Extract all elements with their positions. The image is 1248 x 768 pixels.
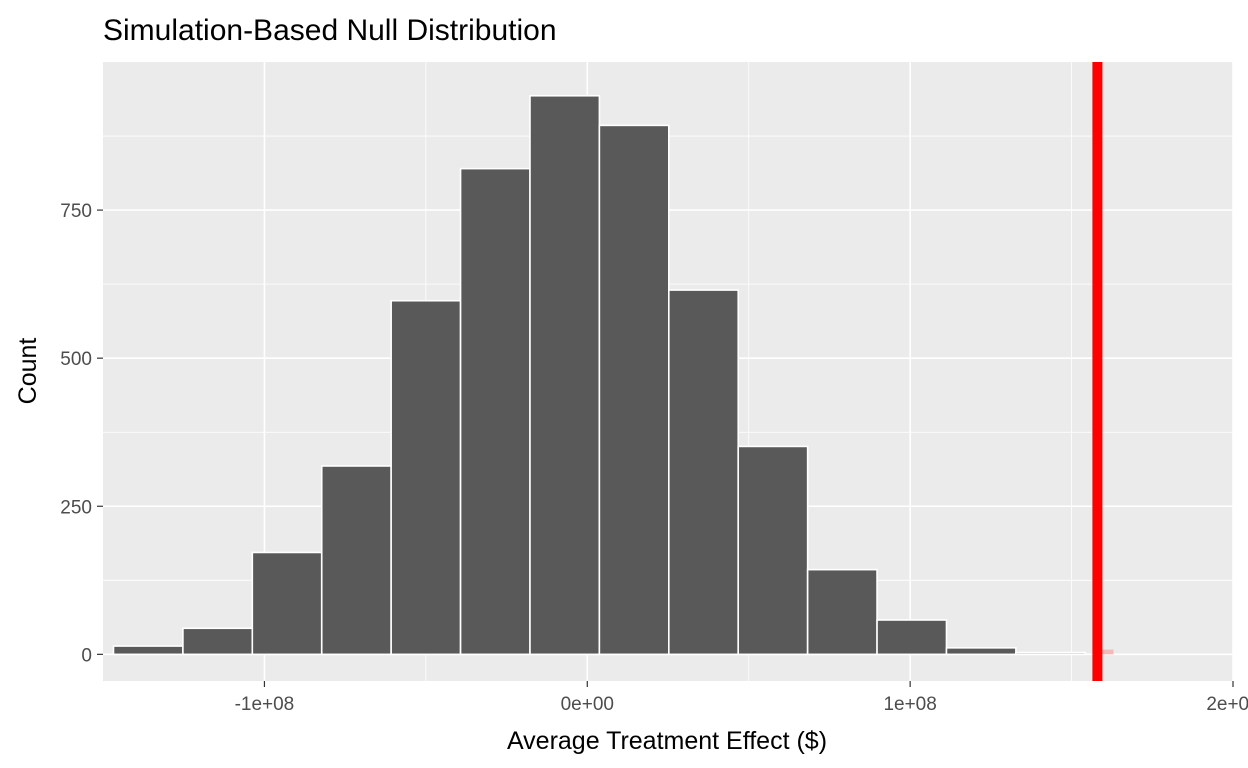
x-tick-label: 2e+08 — [1206, 694, 1248, 715]
y-tick-label: 750 — [60, 201, 92, 222]
x-axis-title: Average Treatment Effect ($) — [507, 727, 827, 755]
histogram-bar — [945, 647, 1017, 656]
histogram-bar — [806, 568, 878, 656]
y-tick-label: 500 — [60, 349, 92, 370]
histogram-bar — [668, 289, 740, 656]
x-tick-label: -1e+08 — [235, 694, 295, 715]
histogram-bar — [1015, 651, 1087, 656]
x-tick-label: 1e+08 — [883, 694, 936, 715]
histogram-bars — [112, 94, 1087, 656]
histogram-bar — [598, 124, 670, 656]
y-tick-label: 250 — [60, 497, 92, 518]
histogram-bar — [876, 619, 948, 656]
x-tick-label: 0e+00 — [561, 694, 614, 715]
shaded-region — [1097, 649, 1114, 655]
y-axis-title: Count — [14, 338, 42, 405]
histogram-bar — [737, 445, 809, 656]
y-tick-label: 0 — [81, 645, 92, 666]
histogram-bar — [529, 94, 601, 656]
histogram-bar — [251, 551, 323, 656]
chart-title: Simulation-Based Null Distribution — [103, 14, 557, 47]
histogram-bar — [320, 465, 392, 656]
histogram-bar — [390, 299, 462, 656]
histogram-bar — [182, 627, 254, 656]
axes: -1e+08 0e+00 1e+08 2e+08 0 250 500 750 — [60, 201, 1248, 715]
histogram-bar — [459, 167, 531, 656]
histogram-bar — [112, 645, 184, 656]
